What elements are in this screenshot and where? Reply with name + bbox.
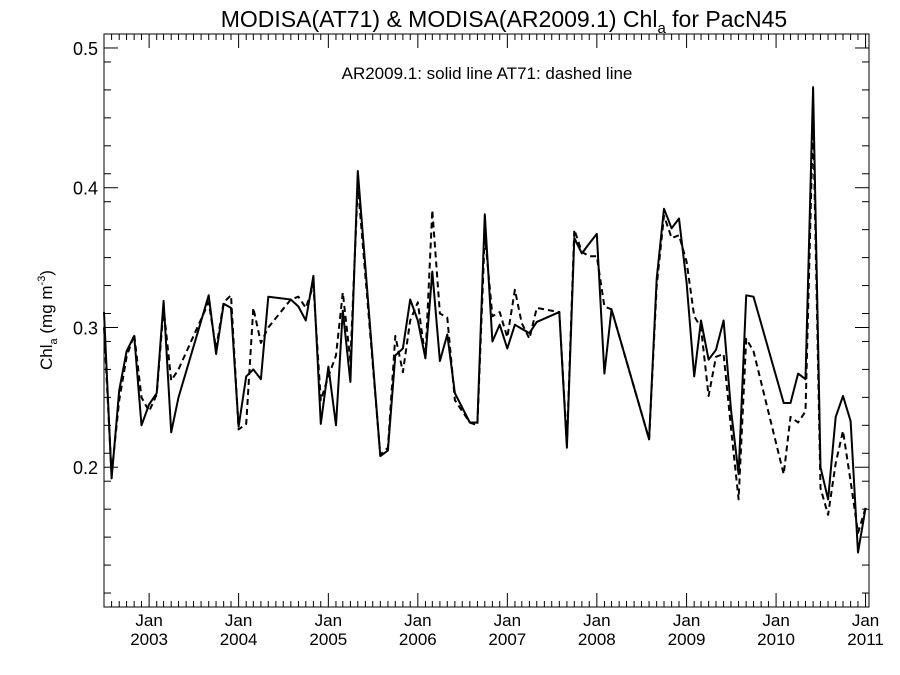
x-tick-year-label: 2005 — [309, 630, 347, 649]
y-tick-label: 0.3 — [73, 318, 98, 338]
ylabel-subscript: a — [48, 337, 60, 344]
x-tick-month-label: Jan — [762, 611, 789, 630]
x-tick-year-label: 2003 — [130, 630, 168, 649]
x-tick-year-label: 2010 — [757, 630, 795, 649]
x-tick-year-label: 2009 — [668, 630, 706, 649]
legend-annotation: AR2009.1: solid line AT71: dashed line — [342, 64, 633, 83]
plot-frame — [103, 33, 870, 608]
x-tick-year-label: 2011 — [847, 630, 884, 649]
series-line-ar2009-1 — [103, 86, 867, 554]
y-tick-label: 0.5 — [73, 39, 98, 59]
x-tick-month-label: Jan — [852, 611, 879, 630]
y-tick-label: 0.2 — [73, 458, 98, 478]
series-line-at71 — [103, 115, 867, 534]
x-tick-month-label: Jan — [583, 611, 610, 630]
ylabel-unit: (mg m — [37, 285, 56, 338]
title-tail: for PacN45 — [666, 6, 787, 32]
x-tick-year-label: 2008 — [578, 630, 616, 649]
x-tick-month-label: Jan — [135, 611, 162, 630]
ylabel-main: Chl — [37, 344, 56, 370]
y-tick-label: 0.4 — [73, 179, 98, 199]
x-tick-month-label: Jan — [225, 611, 252, 630]
title-subscript: a — [657, 20, 666, 37]
ylabel-superscript: -3 — [36, 276, 48, 286]
x-tick-year-label: 2006 — [399, 630, 437, 649]
title-main: MODISA(AT71) & MODISA(AR2009.1) Chl — [221, 6, 658, 32]
axis-ticks: 0.20.30.40.5Jan2003Jan2004Jan2005Jan2006… — [73, 34, 884, 649]
ylabel-close: ) — [37, 270, 56, 276]
x-tick-year-label: 2007 — [488, 630, 526, 649]
data-series — [103, 86, 867, 554]
x-tick-month-label: Jan — [673, 611, 700, 630]
x-tick-month-label: Jan — [315, 611, 342, 630]
x-tick-month-label: Jan — [404, 611, 431, 630]
chart-title: MODISA(AT71) & MODISA(AR2009.1) Chla for… — [221, 6, 787, 37]
x-tick-year-label: 2004 — [220, 630, 258, 649]
x-tick-month-label: Jan — [494, 611, 521, 630]
y-axis-label: Chla (mg m-3) — [36, 270, 60, 370]
